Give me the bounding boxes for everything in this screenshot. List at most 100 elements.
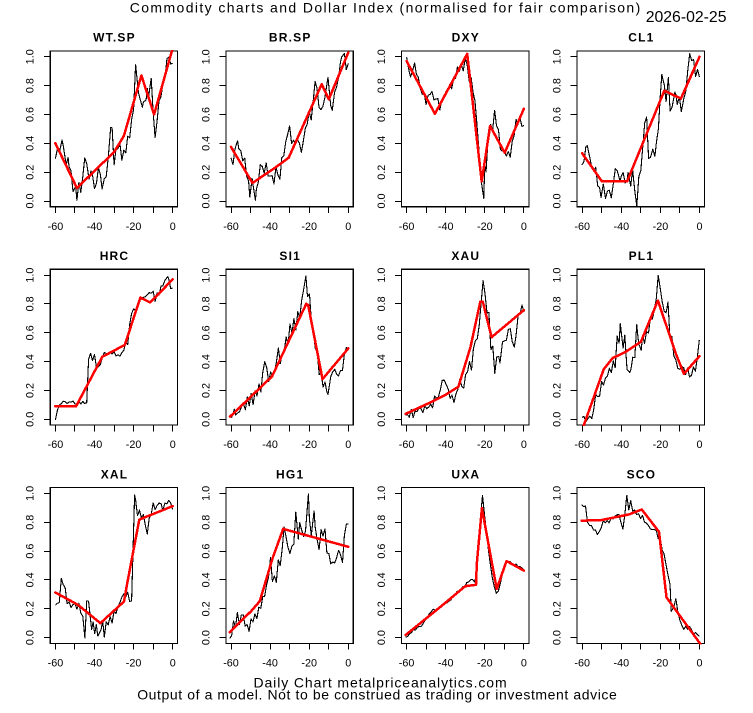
svg-text:0.0: 0.0	[552, 412, 564, 427]
svg-text:-40: -40	[262, 657, 278, 669]
svg-text:0.0: 0.0	[552, 193, 564, 208]
svg-text:-20: -20	[653, 439, 669, 451]
svg-text:0.8: 0.8	[552, 296, 564, 311]
svg-text:-60: -60	[223, 439, 239, 451]
svg-text:-40: -40	[262, 221, 278, 233]
svg-text:-60: -60	[223, 221, 239, 233]
svg-text:0.4: 0.4	[200, 354, 212, 369]
svg-text:-20: -20	[477, 221, 493, 233]
svg-text:0.0: 0.0	[25, 193, 37, 208]
svg-text:0: 0	[521, 439, 527, 451]
svg-text:-60: -60	[48, 439, 64, 451]
svg-text:WT.SP: WT.SP	[93, 31, 136, 45]
svg-text:0.0: 0.0	[376, 630, 388, 645]
svg-text:0.4: 0.4	[25, 136, 37, 151]
svg-text:CL1: CL1	[628, 31, 654, 45]
svg-text:0.6: 0.6	[200, 107, 212, 122]
svg-text:1.0: 1.0	[376, 49, 388, 64]
svg-text:0.4: 0.4	[376, 572, 388, 587]
svg-text:-20: -20	[126, 657, 142, 669]
svg-text:0.8: 0.8	[552, 78, 564, 93]
svg-text:-20: -20	[126, 439, 142, 451]
svg-text:0: 0	[521, 657, 527, 669]
svg-text:0.4: 0.4	[25, 572, 37, 587]
svg-text:0.4: 0.4	[552, 136, 564, 151]
svg-text:0: 0	[345, 439, 351, 451]
svg-text:BR.SP: BR.SP	[269, 31, 312, 45]
svg-text:0.4: 0.4	[376, 136, 388, 151]
svg-text:0.6: 0.6	[25, 107, 37, 122]
svg-text:-60: -60	[399, 439, 415, 451]
svg-text:0: 0	[696, 657, 702, 669]
svg-text:1.0: 1.0	[552, 486, 564, 501]
svg-text:-20: -20	[126, 221, 142, 233]
svg-text:XAL: XAL	[101, 467, 129, 481]
svg-text:0: 0	[345, 657, 351, 669]
svg-text:-40: -40	[613, 657, 629, 669]
svg-text:1.0: 1.0	[25, 268, 37, 283]
svg-text:0.2: 0.2	[200, 165, 212, 180]
svg-text:-40: -40	[87, 439, 103, 451]
svg-text:-20: -20	[653, 221, 669, 233]
svg-text:-20: -20	[301, 657, 317, 669]
svg-text:Daily Chart metalpriceanalytic: Daily Chart metalpriceanalytics.com	[253, 675, 507, 691]
svg-text:XAU: XAU	[451, 249, 480, 263]
svg-text:-60: -60	[48, 657, 64, 669]
svg-text:1.0: 1.0	[200, 486, 212, 501]
svg-text:0.0: 0.0	[25, 412, 37, 427]
svg-text:1.0: 1.0	[200, 49, 212, 64]
svg-text:0.8: 0.8	[376, 296, 388, 311]
svg-text:0.8: 0.8	[200, 78, 212, 93]
svg-text:0: 0	[345, 221, 351, 233]
svg-text:-40: -40	[613, 221, 629, 233]
svg-text:1.0: 1.0	[376, 268, 388, 283]
svg-text:0.2: 0.2	[25, 601, 37, 616]
svg-text:0: 0	[521, 221, 527, 233]
svg-text:0.0: 0.0	[200, 412, 212, 427]
svg-text:0.0: 0.0	[200, 193, 212, 208]
svg-text:0.6: 0.6	[552, 544, 564, 559]
svg-text:0.6: 0.6	[552, 107, 564, 122]
svg-text:-40: -40	[87, 657, 103, 669]
svg-text:0.0: 0.0	[552, 630, 564, 645]
svg-text:PL1: PL1	[629, 249, 655, 263]
svg-text:0.4: 0.4	[376, 354, 388, 369]
svg-text:-60: -60	[48, 221, 64, 233]
svg-text:0.6: 0.6	[25, 544, 37, 559]
svg-text:0.2: 0.2	[200, 383, 212, 398]
svg-text:-60: -60	[399, 221, 415, 233]
svg-text:HG1: HG1	[276, 467, 304, 481]
svg-text:0.2: 0.2	[376, 383, 388, 398]
svg-text:0.2: 0.2	[552, 601, 564, 616]
svg-text:0.4: 0.4	[552, 572, 564, 587]
svg-text:DXY: DXY	[452, 31, 480, 45]
svg-text:1.0: 1.0	[200, 268, 212, 283]
svg-text:UXA: UXA	[451, 467, 480, 481]
svg-text:-40: -40	[87, 221, 103, 233]
svg-text:0.4: 0.4	[25, 354, 37, 369]
svg-text:0.4: 0.4	[552, 354, 564, 369]
svg-text:-20: -20	[477, 657, 493, 669]
svg-text:-60: -60	[574, 221, 590, 233]
svg-text:0: 0	[170, 221, 176, 233]
svg-text:0.8: 0.8	[376, 515, 388, 530]
svg-text:0.6: 0.6	[25, 325, 37, 340]
svg-text:1.0: 1.0	[552, 268, 564, 283]
svg-text:0.6: 0.6	[376, 107, 388, 122]
svg-text:-20: -20	[301, 221, 317, 233]
svg-text:-60: -60	[574, 439, 590, 451]
svg-text:1.0: 1.0	[25, 49, 37, 64]
svg-text:0.2: 0.2	[376, 601, 388, 616]
svg-text:0.8: 0.8	[25, 515, 37, 530]
svg-text:-40: -40	[262, 439, 278, 451]
svg-text:0.0: 0.0	[200, 630, 212, 645]
svg-text:0: 0	[170, 657, 176, 669]
svg-text:1.0: 1.0	[552, 49, 564, 64]
svg-text:0.0: 0.0	[376, 193, 388, 208]
svg-text:SI1: SI1	[279, 249, 301, 263]
svg-text:SCO: SCO	[627, 467, 657, 481]
svg-text:1.0: 1.0	[25, 486, 37, 501]
svg-text:-40: -40	[613, 439, 629, 451]
svg-text:0.0: 0.0	[25, 630, 37, 645]
svg-text:0.8: 0.8	[200, 296, 212, 311]
